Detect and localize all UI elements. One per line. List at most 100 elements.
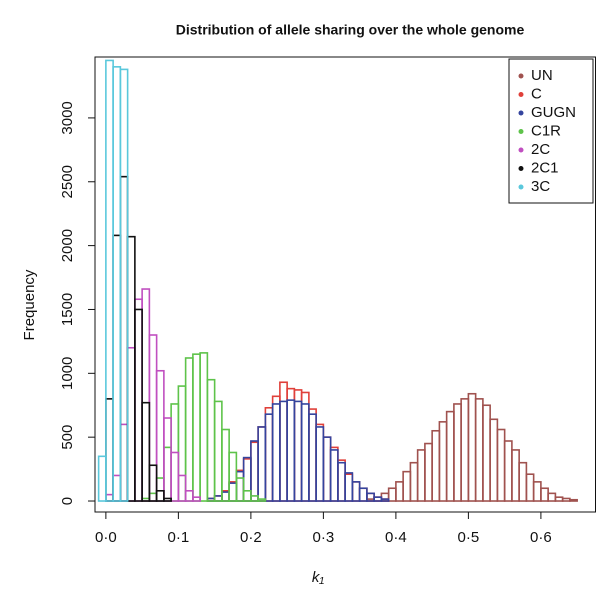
histogram-bar [344, 473, 354, 502]
legend-label: GUGN [531, 104, 576, 121]
histogram-bar [257, 426, 267, 502]
legend-marker [518, 166, 524, 171]
histogram-bar [134, 308, 143, 502]
histogram-bar [170, 451, 180, 502]
histogram-bar [279, 381, 288, 502]
histogram-bar [119, 175, 129, 502]
legend-label: C [531, 85, 542, 102]
histogram-bar [445, 410, 455, 502]
histogram-bar [257, 498, 267, 502]
histogram-bar [293, 400, 303, 502]
histogram-bar [155, 477, 165, 502]
histogram-bar [300, 391, 310, 502]
histogram-bar [453, 403, 462, 502]
histogram-bar [192, 353, 201, 502]
histogram-bar [489, 418, 499, 502]
histogram-bar [358, 487, 368, 502]
legend-marker [518, 73, 524, 79]
histogram-bar [315, 426, 325, 502]
histogram-bar [308, 408, 317, 502]
histogram-bar [402, 470, 412, 502]
legend-label: 2C1 [531, 159, 559, 176]
legend-label: 3C [531, 178, 550, 195]
histogram-bar [474, 398, 484, 502]
histogram-bar [177, 474, 187, 502]
histogram-bar [242, 456, 252, 502]
histogram-bar [126, 346, 136, 502]
histogram-bar [271, 395, 281, 502]
histogram-bar [322, 436, 332, 502]
histogram-bar [416, 449, 426, 502]
x-tick-label: 0·1 [168, 529, 190, 546]
histogram-bar [511, 449, 520, 502]
histogram-bar [105, 398, 114, 502]
x-tick-label: 0·6 [530, 529, 552, 546]
histogram-bar [561, 497, 571, 502]
x-tick-label: 0·2 [240, 529, 262, 546]
histogram-bar [467, 392, 477, 502]
histogram-bar [228, 481, 238, 502]
histogram-bar [112, 234, 122, 502]
histogram-bar [148, 464, 158, 502]
histogram-bar [569, 498, 578, 502]
histogram-bar [126, 235, 136, 502]
histogram-bar [141, 288, 151, 502]
histogram-bar [264, 406, 274, 502]
y-tick-label: 1500 [59, 293, 76, 326]
histogram-bar [554, 496, 564, 502]
legend-label: C1R [531, 122, 561, 139]
legend-marker [518, 92, 524, 97]
histogram-bar [496, 428, 506, 502]
histogram-bar [257, 426, 267, 502]
legend-marker [518, 129, 524, 134]
histogram-bar [351, 481, 361, 502]
histogram-bar [286, 387, 296, 502]
y-tick-label: 2000 [59, 229, 76, 262]
histogram-bar [532, 481, 542, 502]
histogram-bar [119, 68, 129, 502]
histogram-bar [155, 369, 165, 502]
histogram-bar [337, 461, 346, 502]
histogram-bar [184, 357, 194, 502]
histogram-bar [250, 440, 259, 502]
histogram-bar [105, 59, 114, 502]
histogram-bar [235, 469, 245, 502]
legend-marker [518, 110, 524, 116]
y-tick-label: 0 [59, 497, 76, 505]
histogram-bar [431, 429, 441, 502]
x-axis-title: k₁ [312, 569, 325, 586]
histogram-bar [184, 490, 194, 502]
histogram-bar [344, 472, 354, 502]
histogram-bar [206, 378, 216, 502]
x-tick-label: 0·3 [313, 529, 335, 546]
y-tick-label: 1000 [59, 357, 76, 390]
histogram-bar [112, 66, 122, 502]
histogram-bar [97, 455, 107, 502]
histogram-bar [503, 440, 513, 502]
histogram-bar [395, 481, 404, 502]
histogram-bar [228, 451, 238, 502]
y-axis-title: Frequency [21, 269, 38, 340]
histogram-bar [271, 403, 281, 502]
histogram-bar [460, 398, 470, 502]
legend-marker [518, 147, 524, 153]
histogram-bar [409, 461, 419, 502]
histogram-bar [351, 481, 361, 502]
histogram-bar [329, 446, 339, 502]
histogram-bar [322, 436, 332, 502]
y-tick-label: 2500 [59, 165, 76, 198]
histogram-bar [199, 352, 209, 502]
histogram-bar [119, 423, 129, 502]
histogram-bar [540, 487, 549, 502]
histogram-bar [525, 473, 535, 502]
histogram-bar [177, 385, 187, 502]
histogram-bar [380, 498, 390, 502]
histogram-bar [141, 401, 151, 502]
histogram-bar [358, 487, 368, 502]
histogram-bar [329, 449, 339, 502]
histogram-bar [424, 442, 433, 502]
histogram-bar [228, 482, 238, 502]
histogram-bar [547, 492, 557, 502]
legend-marker [518, 184, 524, 190]
histogram-bar [155, 490, 165, 502]
